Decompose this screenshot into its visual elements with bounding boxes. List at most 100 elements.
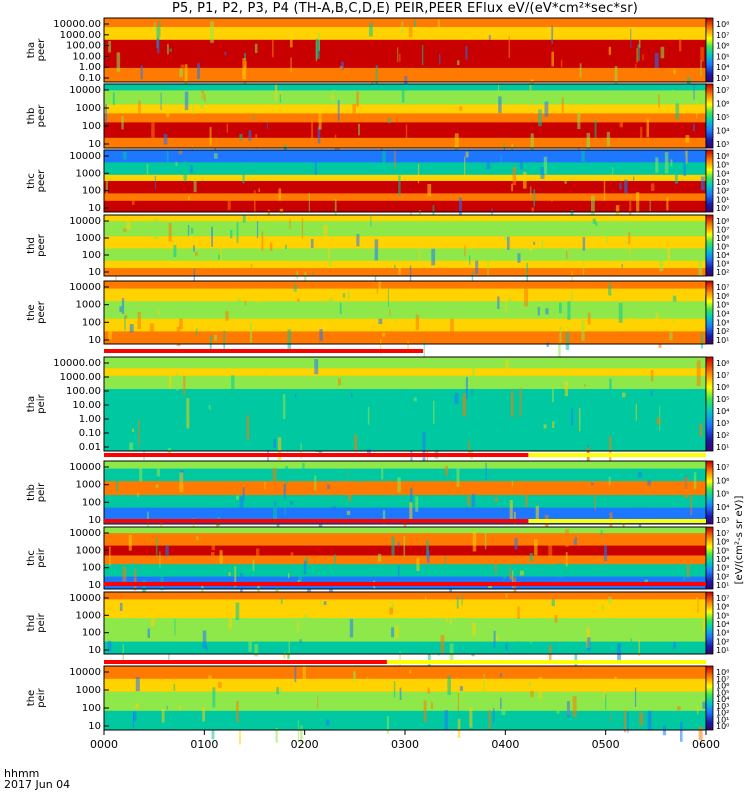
energy-band <box>104 27 706 41</box>
flux-streak <box>629 240 631 260</box>
spectrogram-panel-thc-peer: thc peer1000010001001010⁶10⁵10⁴10³10²10¹1… <box>26 149 729 223</box>
flux-streak <box>619 182 622 190</box>
flux-streak <box>591 195 595 217</box>
colorbar-tick-label: 10⁵ <box>716 52 729 61</box>
spectrogram-panel-thb-peer: thb peer 10000 1000 100 10 10⁷ 10⁶ 10⁵ 10⁴ 10³ <box>26 83 729 166</box>
flux-streak <box>169 48 172 52</box>
flux-streak <box>339 66 343 79</box>
flux-streak <box>415 496 419 512</box>
panel-ylabel: thd <box>26 237 37 254</box>
flux-streak <box>544 514 549 535</box>
energy-band <box>104 122 706 139</box>
flux-streak <box>551 196 553 202</box>
flux-streak <box>605 693 607 710</box>
colorbar-tick-label: 10⁷ <box>716 675 729 684</box>
flux-streak <box>138 419 140 446</box>
flux-streak <box>543 156 548 175</box>
flux-streak <box>293 284 297 292</box>
flux-streak <box>439 54 441 65</box>
flux-streak <box>614 676 617 688</box>
flux-streak <box>338 378 341 386</box>
colorbar <box>705 526 714 590</box>
flux-streak <box>577 111 581 130</box>
flux-streak <box>109 546 111 566</box>
flux-streak <box>151 122 155 144</box>
flux-streak <box>450 318 454 339</box>
flux-streak <box>179 472 184 493</box>
flux-streak <box>407 341 409 350</box>
flux-streak <box>242 215 246 223</box>
flux-streak <box>697 396 701 405</box>
flux-streak <box>459 106 463 111</box>
y-tick-label: 1000 <box>76 685 101 696</box>
flux-streak <box>132 428 134 432</box>
flux-streak <box>636 48 638 63</box>
colorbar-tick-label: 10³ <box>716 140 729 149</box>
flux-streak <box>332 89 336 98</box>
flux-streak <box>573 540 575 545</box>
colorbar-tick-label: 10⁷ <box>716 31 729 40</box>
spectrogram-panel-thd-peer: thd peer1000010001001010⁸10⁷10⁶10⁵10⁴10³1… <box>26 214 729 294</box>
time-unit-label: hhmm <box>4 767 40 780</box>
energy-band <box>104 375 706 390</box>
colorbar-tick-label: 10⁶ <box>716 476 729 485</box>
energy-band <box>104 60 706 69</box>
flux-streak <box>500 154 502 169</box>
y-tick-label: 100 <box>82 563 101 574</box>
flux-streak <box>583 259 585 275</box>
y-tick-label: 100.00 <box>66 41 101 52</box>
colorbar-tick-label: 10⁷ <box>716 594 729 603</box>
flux-streak <box>211 552 215 562</box>
flux-streak <box>511 480 513 487</box>
flux-streak <box>155 484 159 488</box>
flux-streak <box>254 643 259 657</box>
energy-band <box>104 331 706 345</box>
flux-streak <box>567 301 571 320</box>
energy-band <box>104 641 706 655</box>
flux-streak <box>140 65 143 80</box>
flux-streak <box>571 407 574 426</box>
flux-streak <box>680 722 683 742</box>
flux-streak <box>267 121 269 130</box>
colorbar-tick-label: 10³ <box>716 260 729 269</box>
flux-streak <box>219 550 223 564</box>
colorbar <box>705 149 714 213</box>
flux-streak <box>642 54 644 61</box>
flux-streak <box>154 218 158 240</box>
flux-streak <box>503 142 505 150</box>
energy-band <box>104 618 706 643</box>
flux-streak <box>655 312 659 322</box>
flux-streak <box>214 334 218 341</box>
flux-streak <box>237 297 241 302</box>
energy-band <box>104 20 706 28</box>
flux-streak <box>511 183 513 192</box>
x-tick-label: 0000 <box>90 738 118 751</box>
y-tick-label: 0.01 <box>79 442 101 453</box>
flux-streak <box>272 40 274 58</box>
flux-streak <box>290 57 292 73</box>
colorbar-tick-label: 10⁴ <box>716 503 729 512</box>
energy-band <box>104 47 706 61</box>
flux-streak <box>284 493 286 515</box>
flux-streak <box>660 696 664 706</box>
flux-streak <box>200 224 203 232</box>
flux-streak <box>139 461 143 482</box>
flux-streak <box>253 190 256 212</box>
flux-streak <box>235 602 240 620</box>
flux-streak <box>457 60 460 66</box>
flux-streak <box>677 706 681 711</box>
flux-streak <box>518 641 522 649</box>
x-tick-label: 0500 <box>592 738 620 751</box>
flux-streak <box>377 553 382 562</box>
flux-streak <box>334 134 337 153</box>
flux-streak <box>297 298 300 302</box>
flux-streak <box>498 84 500 91</box>
flux-streak <box>317 696 319 709</box>
flux-streak <box>670 159 673 167</box>
flux-streak <box>285 466 289 484</box>
y-tick-label: 10.00 <box>72 400 101 411</box>
colorbar-tick-label: 10⁴ <box>716 620 729 629</box>
flux-streak <box>544 101 549 117</box>
flux-streak <box>318 109 322 130</box>
flux-streak <box>609 512 613 534</box>
